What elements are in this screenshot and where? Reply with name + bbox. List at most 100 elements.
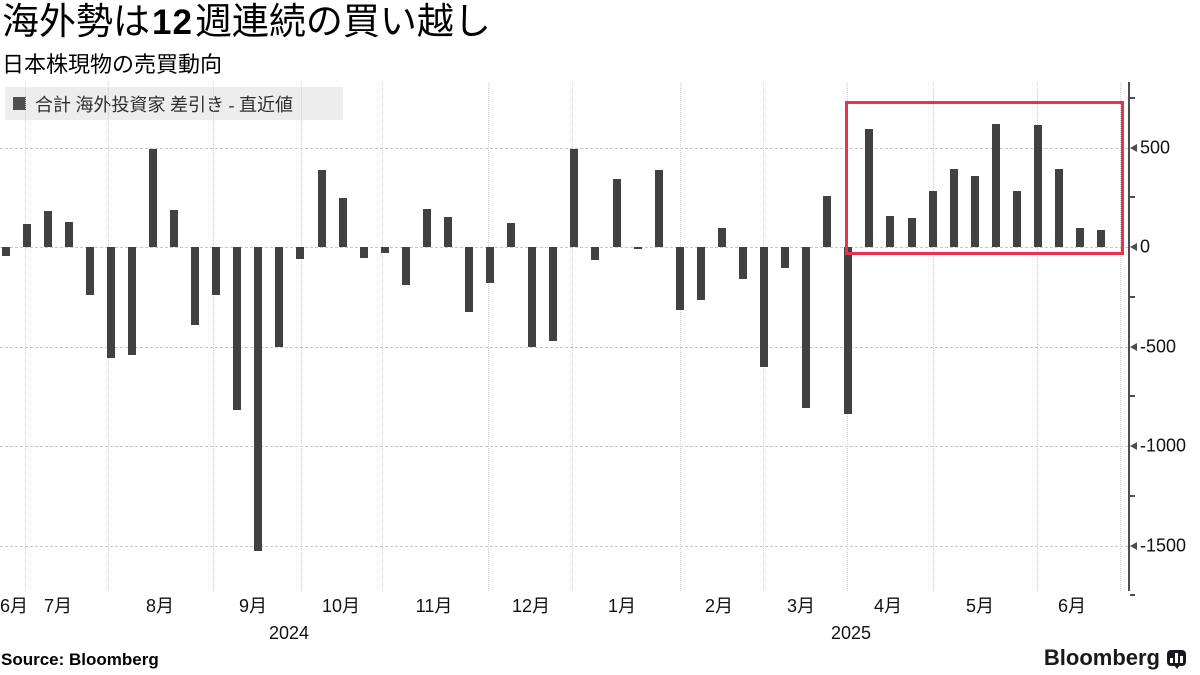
bar bbox=[1055, 169, 1063, 247]
chart-subtitle: 日本株現物の売買動向 bbox=[2, 52, 223, 77]
y-axis-label: -500 bbox=[1140, 336, 1177, 356]
plot-area: 500 0 -500 -1000 -1500 6月 7月 8月 9月 10月 11月 12月 1月 2月 3… bbox=[0, 82, 1200, 643]
bar bbox=[886, 216, 895, 247]
v-gridline bbox=[680, 82, 681, 591]
title-post: 週連続の買い越し bbox=[194, 2, 491, 43]
bar bbox=[675, 247, 684, 310]
bar bbox=[317, 170, 326, 247]
bar bbox=[443, 217, 452, 247]
y-axis-minor-tick bbox=[1130, 196, 1135, 199]
month-label: 11月 bbox=[415, 596, 453, 616]
bar bbox=[486, 247, 495, 283]
bar bbox=[928, 191, 937, 247]
source-label: Source: Bloomberg bbox=[1, 650, 159, 669]
y-axis-minor-tick bbox=[1130, 295, 1135, 298]
month-label: 10月 bbox=[321, 596, 361, 616]
y-axis-minor-tick bbox=[1130, 494, 1135, 497]
bar bbox=[1012, 191, 1021, 247]
month-label: 8月 bbox=[145, 596, 174, 616]
month-label: 4月 bbox=[873, 596, 902, 616]
bar bbox=[717, 228, 726, 247]
y-axis-minor-tick bbox=[1130, 395, 1135, 398]
bar bbox=[970, 176, 979, 247]
bar bbox=[127, 247, 136, 356]
bar bbox=[612, 179, 621, 247]
bar bbox=[359, 247, 368, 258]
h-gridline bbox=[0, 346, 1128, 348]
y-axis-line bbox=[1128, 82, 1130, 591]
bar bbox=[549, 247, 558, 341]
bar bbox=[570, 149, 579, 247]
y-axis-label: -1000 bbox=[1140, 435, 1187, 456]
bar bbox=[738, 247, 747, 279]
legend: 合計 海外投資家 差引き - 直近値 bbox=[5, 87, 343, 120]
bar bbox=[844, 247, 853, 415]
bloomberg-logo: Bloomberg bbox=[1044, 645, 1186, 671]
h-gridline bbox=[0, 446, 1128, 447]
bar-chart-icon bbox=[1167, 650, 1186, 669]
bar bbox=[591, 247, 600, 260]
y-axis-tick bbox=[1130, 541, 1137, 550]
h-gridline bbox=[0, 545, 1128, 547]
y-axis-label: -1500 bbox=[1140, 535, 1187, 555]
bar bbox=[296, 247, 305, 259]
v-gridline bbox=[572, 82, 573, 591]
chart-title: 海外勢は12週連続の買い越し bbox=[2, 2, 491, 44]
month-label: 5月 bbox=[965, 596, 994, 616]
v-gridline bbox=[301, 82, 302, 591]
y-axis-minor-tick bbox=[1130, 594, 1135, 597]
bar bbox=[633, 247, 642, 249]
legend-label: 合計 海外投資家 差引き - 直近値 bbox=[35, 94, 293, 115]
month-label: 6月 bbox=[1057, 596, 1086, 616]
month-label: 1月 bbox=[607, 596, 636, 616]
v-gridline bbox=[1037, 82, 1038, 591]
bar bbox=[106, 247, 115, 359]
y-axis-label: 500 bbox=[1140, 137, 1171, 157]
y-axis-minor-tick bbox=[1130, 96, 1135, 99]
month-label: 7月 bbox=[43, 596, 72, 616]
bar bbox=[64, 222, 73, 247]
bar bbox=[1097, 230, 1106, 247]
title-pre: 海外勢は bbox=[2, 2, 150, 43]
bar bbox=[85, 247, 94, 295]
bar bbox=[802, 247, 811, 409]
bar bbox=[380, 247, 389, 253]
y-axis-tick bbox=[1130, 143, 1137, 152]
month-label: 9月 bbox=[238, 596, 267, 616]
v-gridline bbox=[213, 82, 214, 591]
y-axis-label: 0 bbox=[1140, 236, 1151, 257]
bar bbox=[43, 211, 52, 247]
bar bbox=[760, 247, 769, 368]
year-label: 2024 bbox=[268, 623, 310, 643]
bar bbox=[275, 247, 284, 348]
bar bbox=[401, 247, 410, 285]
month-label: 6月 bbox=[0, 596, 28, 616]
bar bbox=[191, 247, 200, 325]
v-gridline bbox=[25, 82, 26, 591]
title-number: 12 bbox=[152, 3, 193, 42]
bar bbox=[1076, 228, 1085, 247]
bar bbox=[338, 198, 347, 247]
bar bbox=[22, 224, 31, 247]
v-gridline bbox=[933, 82, 934, 591]
bar bbox=[507, 223, 516, 247]
bar bbox=[865, 128, 874, 247]
bar bbox=[1, 247, 10, 256]
h-gridline bbox=[0, 247, 1128, 248]
bar bbox=[654, 170, 663, 247]
bar bbox=[422, 209, 431, 247]
v-gridline bbox=[1120, 82, 1121, 591]
highlight-box bbox=[845, 101, 1124, 255]
bloomberg-logo-text: Bloomberg bbox=[1043, 645, 1160, 670]
v-gridline bbox=[488, 82, 489, 591]
bar bbox=[212, 247, 221, 295]
bar bbox=[170, 210, 179, 247]
month-label: 3月 bbox=[786, 596, 815, 616]
bar bbox=[907, 218, 916, 247]
year-label: 2025 bbox=[830, 623, 872, 643]
legend-swatch-icon bbox=[13, 97, 26, 110]
h-gridline bbox=[0, 147, 1128, 149]
bar bbox=[1033, 124, 1042, 247]
bar bbox=[991, 123, 1000, 247]
bar bbox=[823, 196, 832, 247]
